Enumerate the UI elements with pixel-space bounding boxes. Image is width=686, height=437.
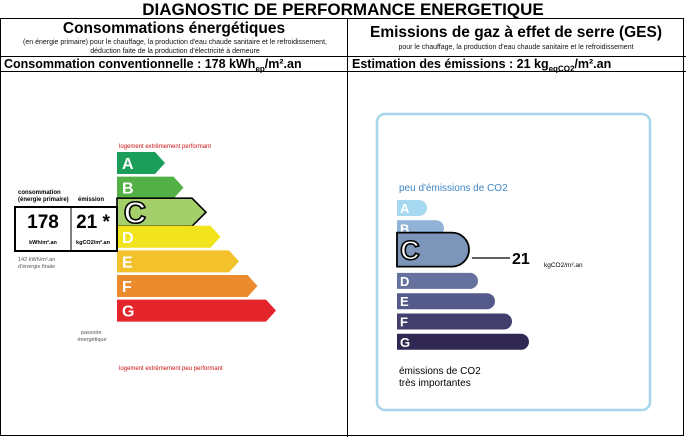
- ges-bottom-note-line2: très importantes: [399, 378, 471, 389]
- energy-summary-prefix: Consommation conventionnelle : 178 kWh: [4, 57, 256, 71]
- ges-class-bar-e: [397, 293, 495, 310]
- ges-value: 21: [512, 251, 530, 268]
- energy-value-box: [14, 206, 118, 252]
- energy-class-letter-c: C: [124, 195, 146, 230]
- energy-consumption-value: 178: [27, 212, 59, 233]
- ges-class-letter-g: G: [400, 335, 410, 350]
- energy-bottom-note: logement extrêmement peu performant: [119, 366, 223, 372]
- energy-consumption-col-label: consommation (énergie primaire): [18, 190, 69, 203]
- ges-subheading: pour le chauffage, la production d'eau c…: [398, 44, 634, 51]
- summary-divider: [0, 71, 686, 72]
- energy-passoire-label: passoire énergétique: [77, 330, 106, 343]
- ges-bottom-note: émissions de CO2 très importantes: [399, 366, 483, 389]
- energy-consumption-col-label-line2: (énergie primaire): [18, 197, 69, 203]
- ges-summary: Estimation des émissions : 21 kgeqCO2/m²…: [352, 57, 611, 77]
- energy-consumption-unit: kWh/m².an: [29, 239, 57, 246]
- ges-class-bar-a: [397, 200, 427, 216]
- energy-emission-unit: kgCO2/m².an: [76, 239, 111, 246]
- ges-heading: Emissions de gaz à effet de serre (GES): [369, 24, 663, 41]
- ges-top-note: peu d'émissions de CO2: [399, 183, 508, 194]
- ges-class-letter-a: A: [400, 201, 410, 216]
- energy-class-bar-e: [117, 250, 239, 273]
- ges-bottom-note-line1: émissions de CO2: [399, 366, 481, 377]
- energy-final-note: 142 kWh/m².an d'énergie finale: [18, 257, 57, 270]
- energy-class-bar-b: [117, 176, 184, 199]
- ges-unit: kgCO2/m².an: [544, 262, 583, 269]
- energy-final-note-line1: 142 kWh/m².an: [18, 257, 55, 263]
- energy-summary-sub: ep: [255, 64, 265, 74]
- ges-summary-suffix: /m².an: [574, 57, 612, 71]
- ges-class-letter-f: F: [400, 315, 408, 330]
- page-title: DIAGNOSTIC DE PERFORMANCE ENERGETIQUE: [142, 0, 544, 19]
- ges-class-bar-d: [397, 272, 478, 289]
- energy-subheading: (en énergie primaire) pour le chauffage,…: [23, 39, 327, 55]
- energy-summary: Consommation conventionnelle : 178 kWhep…: [4, 57, 302, 77]
- energy-class-letter-b: B: [122, 181, 134, 198]
- column-divider: [347, 18, 348, 437]
- ges-summary-sub: eqCO2: [548, 64, 575, 74]
- ges-class-bar-c: [396, 231, 470, 268]
- energy-heading: Consommations énergétiques: [62, 20, 286, 37]
- energy-emission-value: 21 *: [76, 212, 110, 233]
- energy-class-bar-a: [117, 152, 165, 174]
- energy-class-bar-f: [117, 275, 258, 297]
- energy-passoire-line1: passoire: [81, 330, 102, 336]
- energy-class-bar-g: [117, 299, 276, 322]
- energy-label: logement extrêmement performant ABCDEFG …: [14, 144, 276, 372]
- energy-final-note-line2: d'énergie finale: [18, 264, 55, 270]
- ges-class-letter-c: C: [400, 236, 420, 266]
- energy-consumption-col-label-line1: consommation: [18, 190, 61, 196]
- ges-class-bar-g: [397, 333, 529, 350]
- ges-class-bar-f: [397, 313, 512, 330]
- energy-passoire-line2: énergétique: [77, 337, 106, 343]
- energy-class-letter-e: E: [122, 254, 133, 271]
- energy-class-letter-f: F: [122, 279, 132, 296]
- energy-class-bar-d: [117, 225, 221, 248]
- energy-class-letter-g: G: [122, 304, 134, 321]
- ges-class-letter-e: E: [400, 294, 409, 309]
- energy-class-letter-a: A: [122, 156, 134, 173]
- energy-class-letter-d: D: [122, 230, 134, 247]
- ges-class-letter-d: D: [400, 274, 409, 289]
- header-divider: [0, 56, 686, 57]
- energy-emission-col-label: émission: [78, 197, 104, 203]
- ges-class-letter-b: B: [400, 221, 409, 236]
- ges-summary-prefix: Estimation des émissions : 21 kg: [352, 57, 549, 71]
- energy-top-note: logement extrêmement performant: [119, 144, 211, 150]
- energy-summary-suffix: /m².an: [264, 57, 302, 71]
- outer-frame: [0, 18, 684, 436]
